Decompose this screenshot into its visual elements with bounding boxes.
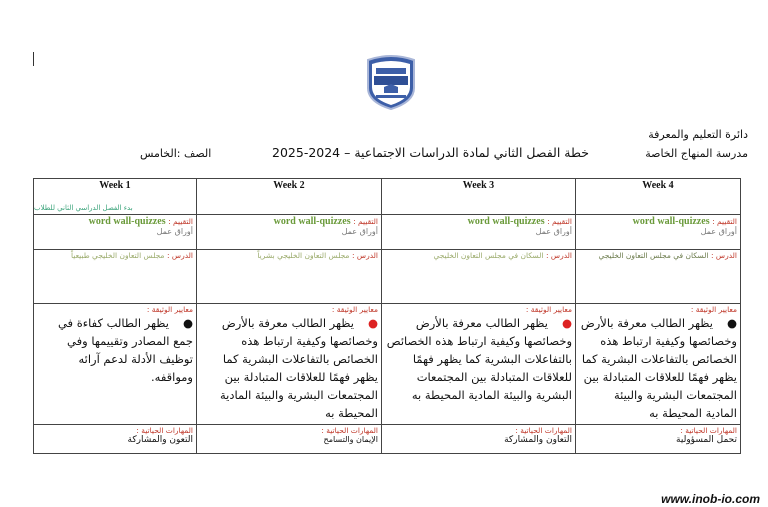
skills-cell: المهارات الحياتية : تحمل المسؤولية: [575, 424, 741, 454]
skills-cell: المهارات الحياتية : التعون والمشاركة: [33, 424, 197, 454]
criteria-cell: معايير الوثيقة : ●يظهر الطالب معرفة بالأر…: [575, 303, 741, 425]
lesson-cell: الدرس : السكان في مجلس التعاون الخليجي: [575, 249, 741, 304]
criteria-cell: معايير الوثيقة : ●يظهر الطالب معرفة بالأر…: [381, 303, 576, 425]
grade-label: الصف :الخامس: [140, 147, 212, 160]
criteria-cell: معايير الوثيقة : ●يظهر الطالب كفاءة في جم…: [33, 303, 197, 425]
week-1-header: Week 1 بدء الفصل الدراسي الثاني للطلاب: [33, 178, 197, 215]
skills-cell: المهارات الحياتية : التعاون والمشاركة: [381, 424, 576, 454]
skills-cell: المهارات الحياتية : الإيمان والتسامح: [196, 424, 382, 454]
weekly-plan-table: Week 1 بدء الفصل الدراسي الثاني للطلاب We…: [33, 178, 741, 454]
assessment-cell: التقييم : word wall-quizzes أوراق عمل: [196, 214, 382, 250]
school-logo: [367, 55, 415, 110]
lesson-cell: الدرس : مجلس التعاون الخليجي طبيعياً: [33, 249, 197, 304]
department-name: دائرة التعليم والمعرفة: [648, 128, 748, 141]
assessment-row: التقييم : word wall-quizzes أوراق عمل الت…: [33, 214, 741, 250]
text-cursor: [33, 52, 34, 66]
week-3-header: Week 3: [381, 178, 576, 215]
criteria-row: معايير الوثيقة : ●يظهر الطالب كفاءة في جم…: [33, 303, 741, 425]
week-1-note: بدء الفصل الدراسي الثاني للطلاب: [34, 204, 133, 212]
week-4-header: Week 4: [575, 178, 741, 215]
week-header-row: Week 1 بدء الفصل الدراسي الثاني للطلاب We…: [33, 178, 741, 215]
assessment-cell: التقييم : word wall-quizzes أوراق عمل: [381, 214, 576, 250]
criteria-cell: معايير الوثيقة : ●يظهر الطالب معرفة بالأر…: [196, 303, 382, 425]
assessment-cell: التقييم : word wall-quizzes أوراق عمل: [33, 214, 197, 250]
school-name: مدرسة المنهاج الخاصة: [645, 147, 748, 160]
assessment-cell: التقييم : word wall-quizzes أوراق عمل: [575, 214, 741, 250]
week-2-header: Week 2: [196, 178, 382, 215]
lesson-cell: الدرس : السكان في مجلس التعاون الخليجي: [381, 249, 576, 304]
plan-title: خطة الفصل الثاني لمادة الدراسات الاجتماع…: [272, 145, 589, 160]
lesson-cell: الدرس : مجلس التعاون الخليجي بشرياً: [196, 249, 382, 304]
lesson-row: الدرس : مجلس التعاون الخليجي طبيعياً الد…: [33, 249, 741, 304]
skills-row: المهارات الحياتية : التعون والمشاركة المه…: [33, 424, 741, 454]
watermark-url: www.inob-io.com: [661, 492, 760, 506]
